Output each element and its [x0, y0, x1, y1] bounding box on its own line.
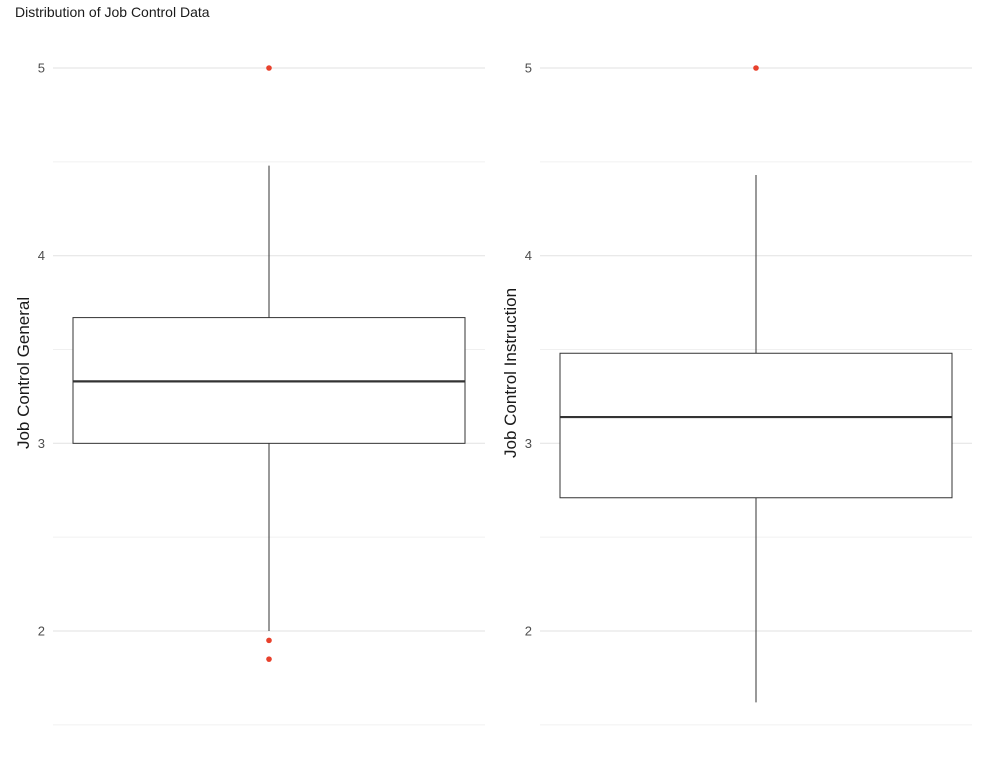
y-tick-label: 3 [38, 436, 45, 451]
y-tick-label: 4 [38, 248, 45, 263]
outlier-point [266, 637, 272, 644]
panel-job-control-instruction: 2 3 4 5 Job Control Instruction [501, 61, 972, 726]
box-iqr [559, 352, 953, 499]
y-tick-label: 2 [525, 624, 532, 639]
y-axis-title: Job Control Instruction [501, 288, 520, 458]
y-tick-label: 5 [38, 61, 45, 76]
y-tick-label: 3 [525, 436, 532, 451]
y-tick-label: 5 [525, 61, 532, 76]
outlier-point [753, 65, 759, 71]
outlier-point [266, 65, 272, 71]
y-tick-label: 2 [38, 624, 45, 639]
panel-job-control-general: 2 3 4 5 Job Control General [14, 61, 485, 726]
y-axis-title: Job Control General [14, 297, 33, 449]
y-tick-label: 4 [525, 248, 532, 263]
outlier-point [266, 656, 272, 662]
page-title: Distribution of Job Control Data [15, 4, 210, 20]
